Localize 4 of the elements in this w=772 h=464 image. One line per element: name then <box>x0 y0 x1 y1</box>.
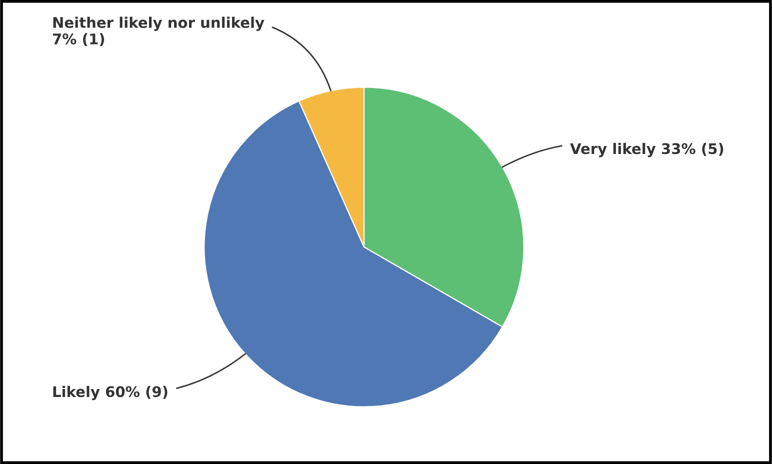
data-label: 7% (1) <box>52 33 104 46</box>
slice-label: Neither likely nor unlikely <box>53 16 264 31</box>
slice-label: Very likely 33% (5) <box>570 142 724 158</box>
slice-label: Likely 60% (9) <box>53 386 168 400</box>
